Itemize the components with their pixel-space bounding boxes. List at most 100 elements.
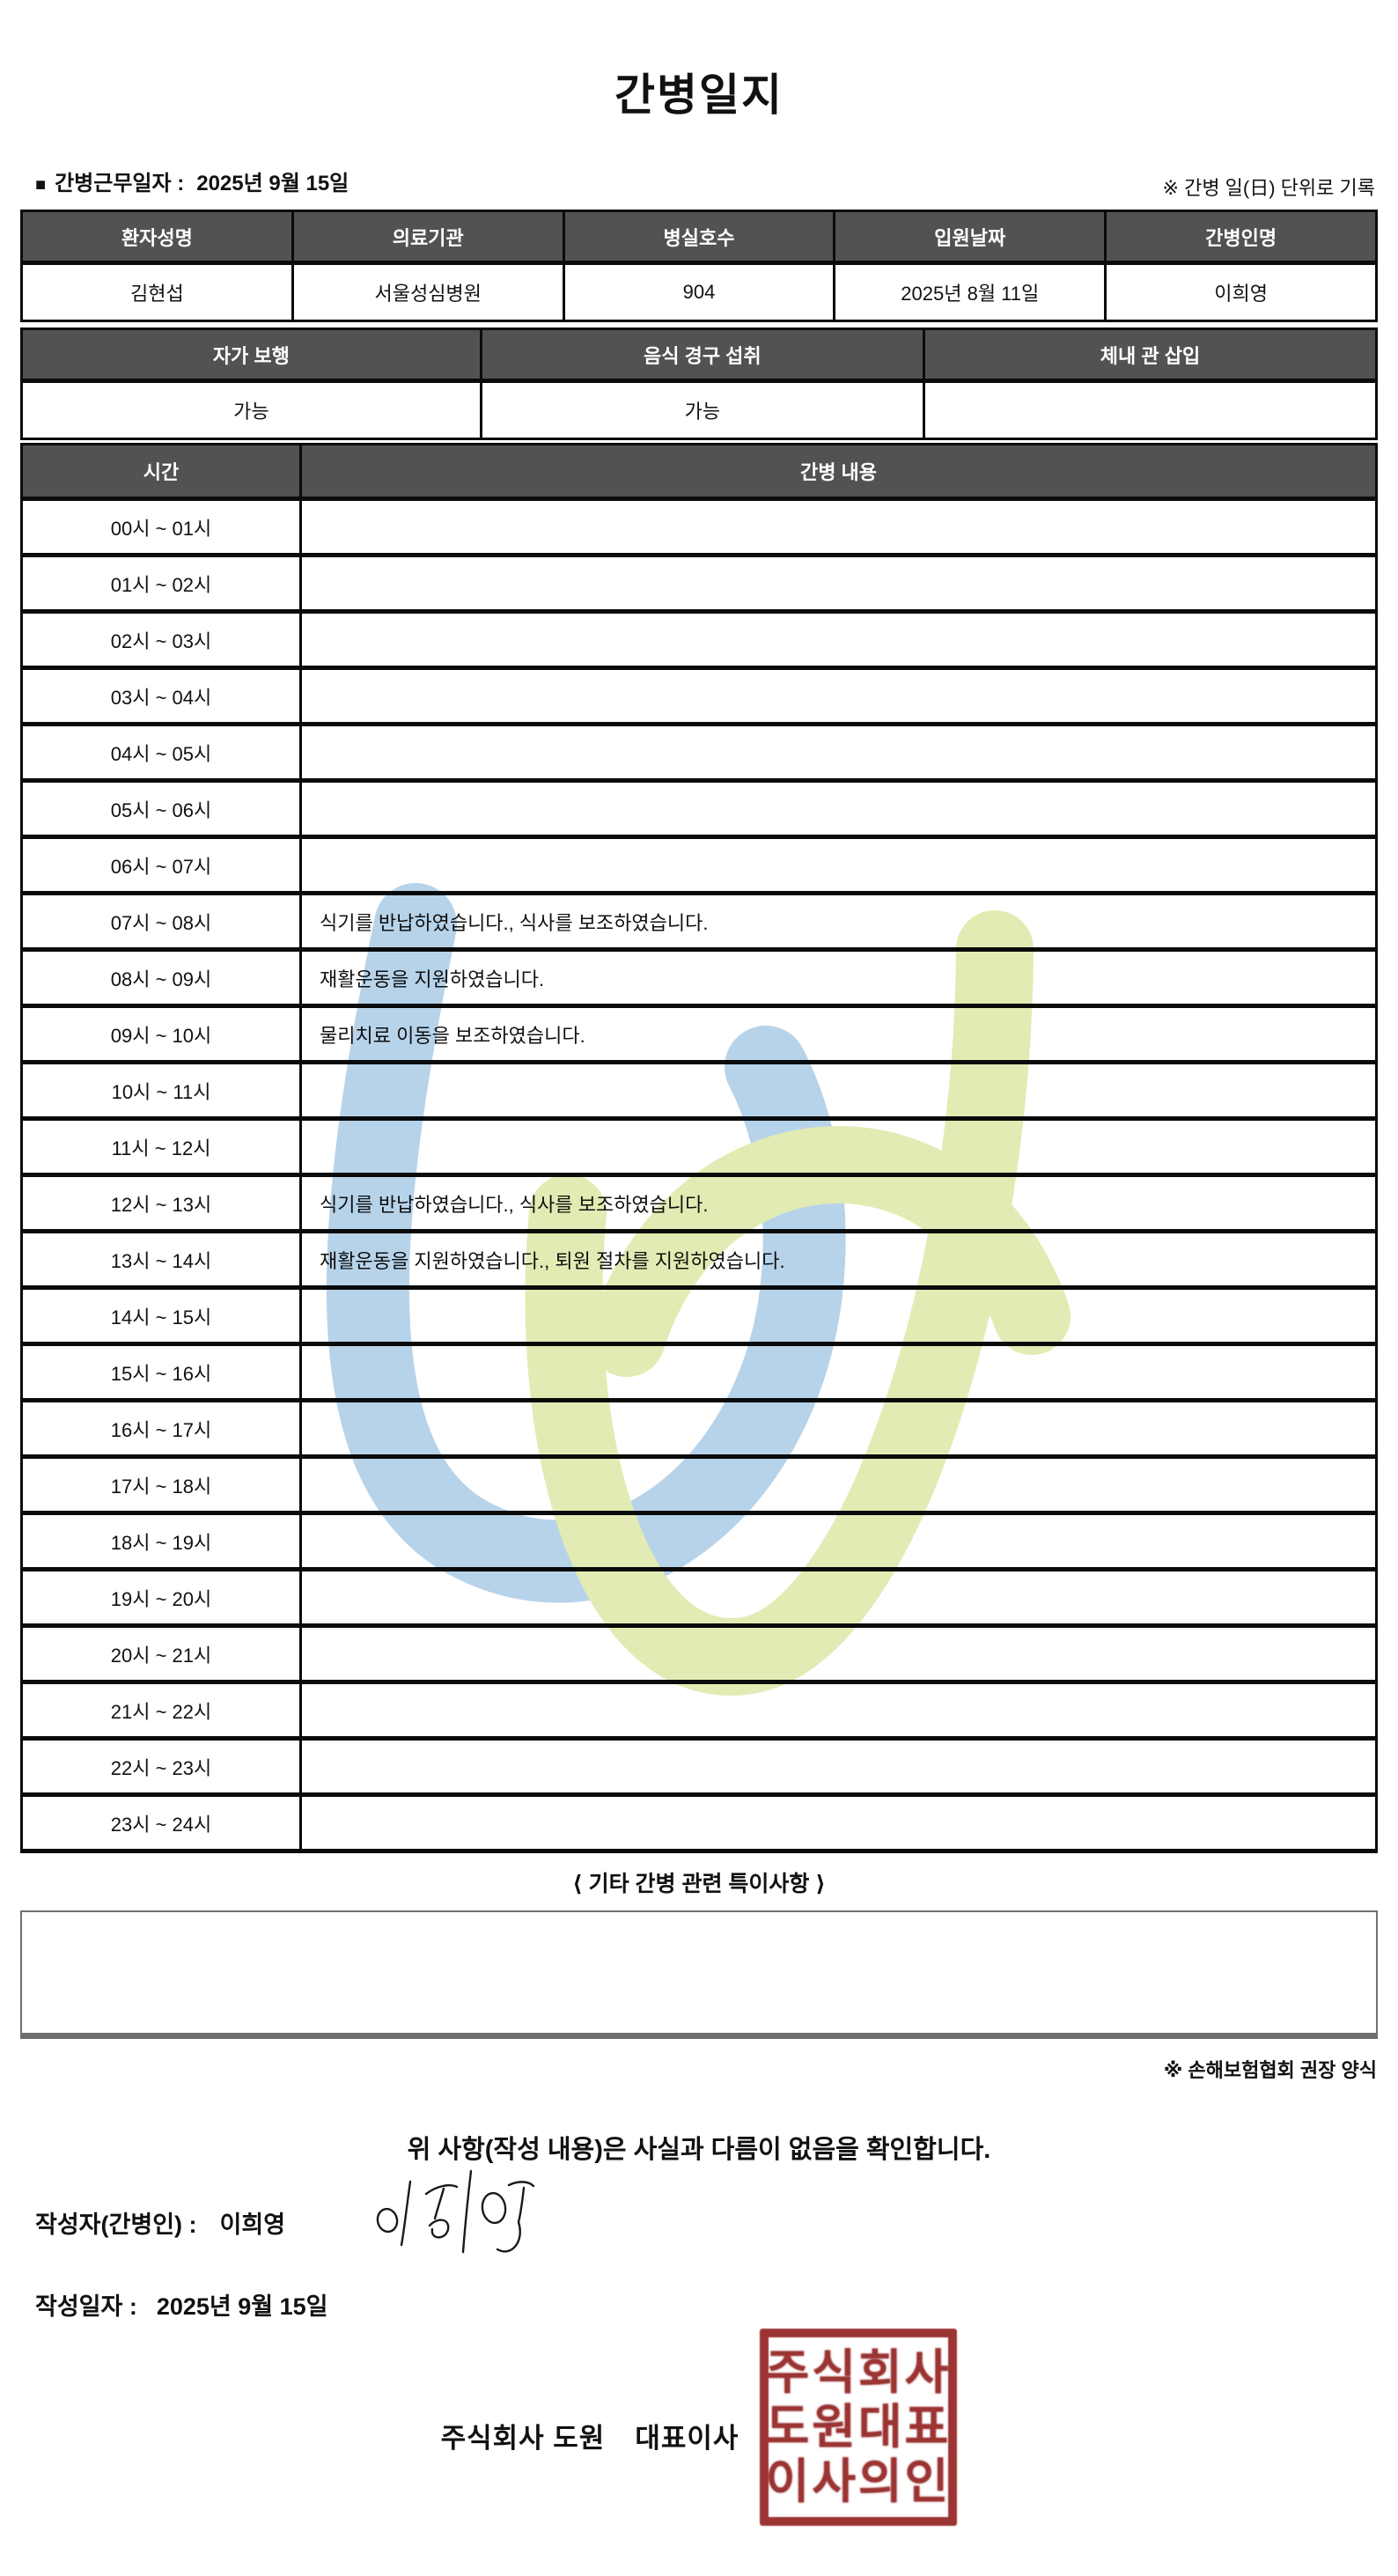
stamp-line-1: 주식회사 [765,2346,952,2399]
info-value-room: 904 [562,261,836,322]
log-row: 23시 ~ 24시 [19,1793,1378,1853]
log-row: 07시 ~ 08시 식기를 반납하였습니다., 식사를 보조하였습니다. [19,892,1378,952]
info-value-row: 김현섭 서울성심병원 904 2025년 8월 11일 이희영 [20,261,1378,322]
info-value-hospital: 서울성심병원 [291,261,565,322]
log-time-cell: 13시 ~ 14시 [19,1230,303,1290]
log-content-cell [299,554,1378,614]
log-content-cell [299,1286,1378,1346]
log-row: 17시 ~ 18시 [19,1455,1378,1515]
log-row: 19시 ~ 20시 [19,1568,1378,1628]
log-header-content: 간병 내용 [299,443,1378,501]
log-header-time: 시간 [19,443,303,501]
company-line: 주식회사 도원 대표이사 [0,2416,1180,2455]
log-time-cell: 11시 ~ 12시 [19,1117,303,1177]
log-time-cell: 21시 ~ 22시 [19,1681,303,1741]
log-row: 22시 ~ 23시 [19,1737,1378,1797]
status-header-eating: 음식 경구 섭취 [479,328,925,383]
log-content-cell [299,779,1378,839]
care-work-date-label: 간병근무일자 : [55,172,185,195]
status-value-walking: 가능 [20,379,482,440]
log-content-cell: 물리치료 이동을 보조하였습니다. [299,1005,1378,1064]
daily-record-note: ※ 간병 일(日) 단위로 기록 [1162,177,1375,199]
info-header-room: 병실호수 [562,210,836,265]
log-content-cell [299,1737,1378,1797]
log-row: 13시 ~ 14시 재활운동을 지원하였습니다., 퇴원 절차를 지원하였습니다. [19,1230,1378,1290]
log-row: 06시 ~ 07시 [19,835,1378,895]
patient-status-table: 자가 보행 음식 경구 섭취 체내 관 삽입 가능 가능 [20,328,1379,440]
log-row: 20시 ~ 21시 [19,1624,1378,1684]
written-date-label: 작성일자 : [35,2293,137,2320]
notes-box [20,1910,1378,2039]
log-time-cell: 19시 ~ 20시 [19,1568,303,1628]
status-header-tube: 체내 관 삽입 [922,328,1379,383]
log-time-cell: 01시 ~ 02시 [19,554,303,614]
log-content-cell [299,835,1378,895]
log-row: 21시 ~ 22시 [19,1681,1378,1741]
log-content-cell [299,1624,1378,1684]
log-content-cell [299,1512,1378,1571]
status-header-row: 자가 보행 음식 경구 섭취 체내 관 삽입 [20,328,1379,383]
corporate-seal-stamp: 주식회사 도원대표 이사의인 [760,2329,957,2526]
log-row: 01시 ~ 02시 [19,554,1378,614]
log-row: 03시 ~ 04시 [19,666,1378,726]
info-value-caregiver: 이희영 [1104,261,1378,322]
log-time-cell: 15시 ~ 16시 [19,1343,303,1402]
log-row: 10시 ~ 11시 [19,1061,1378,1121]
log-content-cell [299,1681,1378,1741]
care-work-date-value: 2025년 9월 15일 [196,172,350,195]
log-time-cell: 22시 ~ 23시 [19,1737,303,1797]
log-content-cell [299,1117,1378,1177]
care-work-date: ■ 간병근무일자 : 2025년 9월 15일 [35,166,349,196]
log-row: 14시 ~ 15시 [19,1286,1378,1346]
log-row: 11시 ~ 12시 [19,1117,1378,1177]
log-content-cell [299,666,1378,726]
confirmation-statement: 위 사항(작성 내용)은 사실과 다름이 없음을 확인합니다. [407,2136,991,2164]
page-title: 간병일지 [614,70,784,120]
log-time-cell: 07시 ~ 08시 [19,892,303,952]
patient-info-table: 환자성명 의료기관 병실호수 입원날짜 간병인명 김현섭 서울성심병원 904 … [20,210,1378,322]
status-value-row: 가능 가능 [20,379,1379,440]
log-row: 18시 ~ 19시 [19,1512,1378,1571]
log-time-cell: 06시 ~ 07시 [19,835,303,895]
log-time-cell: 05시 ~ 06시 [19,779,303,839]
log-row: 12시 ~ 13시 식기를 반납하였습니다., 식사를 보조하였습니다. [19,1174,1378,1233]
log-header-row: 시간 간병 내용 [19,443,1378,501]
stamp-line-2: 도원대표 [765,2401,952,2454]
info-value-admitdate: 2025년 8월 11일 [833,261,1107,322]
log-time-cell: 02시 ~ 03시 [19,610,303,670]
writer-label: 작성자(간병인) : [35,2212,197,2238]
company-name: 주식회사 도원 [440,2423,606,2454]
log-time-cell: 20시 ~ 21시 [19,1624,303,1684]
log-row: 16시 ~ 17시 [19,1399,1378,1459]
writer-name: 이희영 [219,2212,286,2238]
notes-section-title: ⟨ 기타 간병 관련 특이사항 ⟩ [572,1872,826,1896]
log-content-cell: 재활운동을 지원하였습니다. [299,948,1378,1008]
status-value-eating: 가능 [479,379,925,440]
log-time-cell: 18시 ~ 19시 [19,1512,303,1571]
log-row: 00시 ~ 01시 [19,497,1378,557]
log-content-cell: 재활운동을 지원하였습니다., 퇴원 절차를 지원하였습니다. [299,1230,1378,1290]
handwritten-signature [376,2169,535,2254]
log-content-cell [299,1343,1378,1402]
info-header-caregiver: 간병인명 [1104,210,1378,265]
written-date-line: 작성일자 : 2025년 9월 15일 [35,2287,328,2322]
info-value-patient: 김현섭 [20,261,294,322]
log-content-cell [299,1455,1378,1515]
log-time-cell: 03시 ~ 04시 [19,666,303,726]
status-value-tube [922,379,1379,440]
log-time-cell: 16시 ~ 17시 [19,1399,303,1459]
square-bullet-icon: ■ [35,175,47,195]
log-row: 08시 ~ 09시 재활운동을 지원하였습니다. [19,948,1378,1008]
log-content-cell: 식기를 반납하였습니다., 식사를 보조하였습니다. [299,892,1378,952]
log-time-cell: 17시 ~ 18시 [19,1455,303,1515]
info-header-patient: 환자성명 [20,210,294,265]
written-date-value: 2025년 9월 15일 [156,2293,328,2320]
insurance-form-note: ※ 손해보험협회 권장 양식 [1163,2059,1377,2081]
info-header-hospital: 의료기관 [291,210,565,265]
status-header-walking: 자가 보행 [20,328,482,383]
company-role: 대표이사 [635,2423,739,2454]
log-row: 02시 ~ 03시 [19,610,1378,670]
log-content-cell [299,610,1378,670]
log-time-cell: 14시 ~ 15시 [19,1286,303,1346]
log-time-cell: 10시 ~ 11시 [19,1061,303,1121]
